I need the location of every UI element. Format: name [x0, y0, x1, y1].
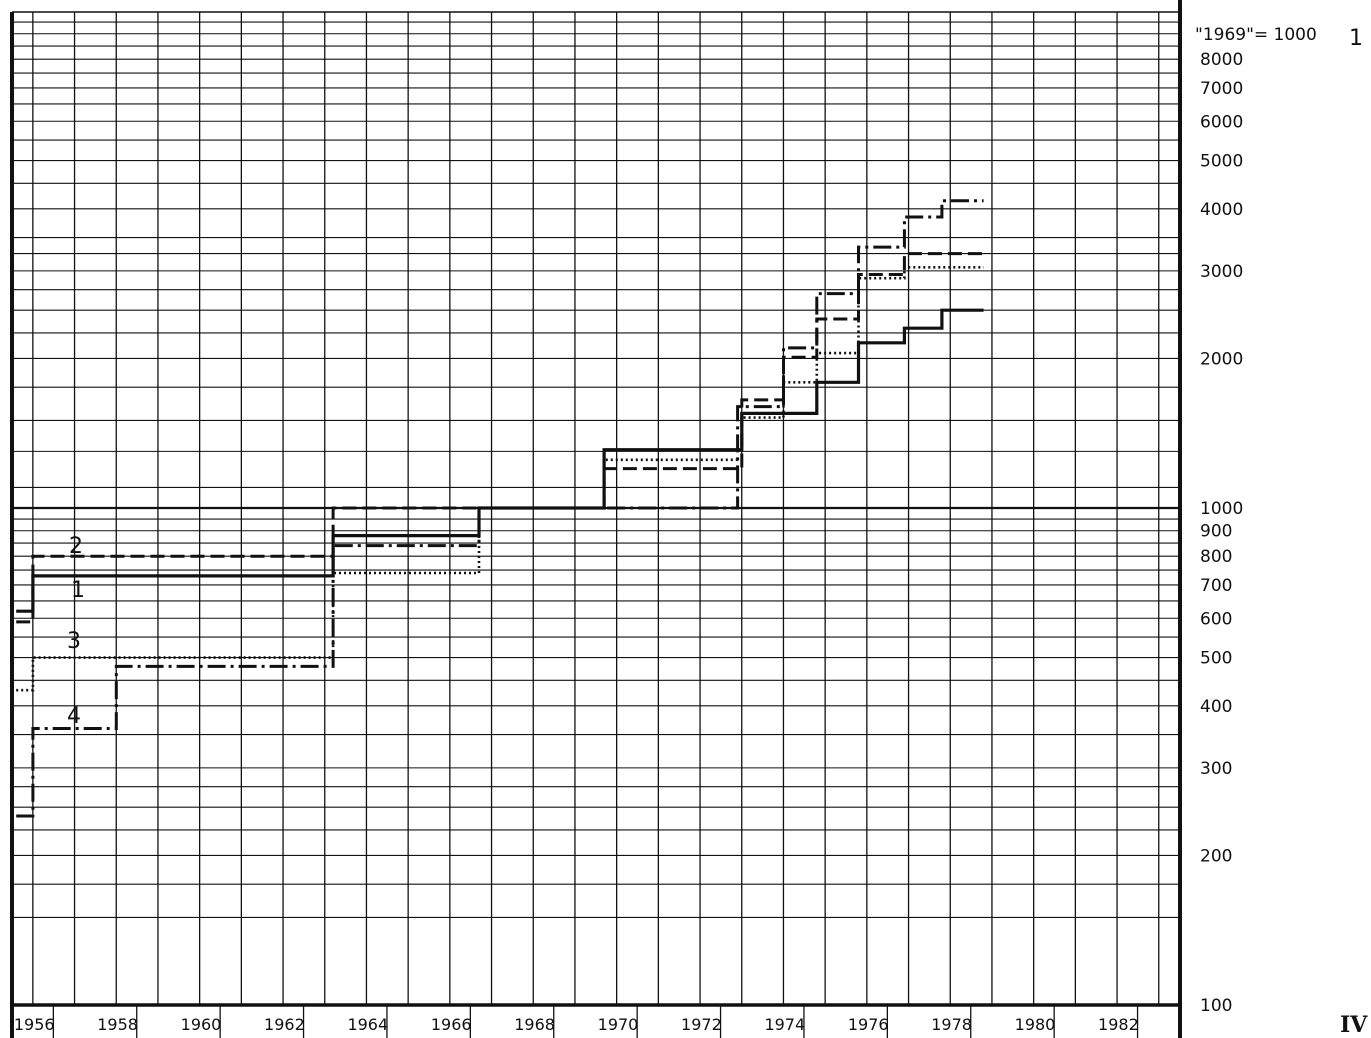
y-tick-label: 100 — [1200, 996, 1232, 1016]
x-tick-label: 1966 — [431, 1015, 472, 1034]
x-tick-label: 1960 — [181, 1015, 222, 1034]
series-label-4: 4 — [67, 704, 81, 729]
series-label-3: 3 — [67, 629, 81, 654]
y-tick-label: 500 — [1200, 649, 1232, 669]
y-tick-label: 300 — [1200, 759, 1232, 779]
x-tick-label: 1978 — [931, 1015, 972, 1034]
x-tick-label: 1974 — [764, 1015, 805, 1034]
y-tick-label: 200 — [1200, 846, 1232, 866]
x-tick-label: 1956 — [14, 1015, 55, 1034]
x-tick-label: 1982 — [1098, 1015, 1139, 1034]
x-tick-label: 1968 — [514, 1015, 555, 1034]
x-tick-label: 1958 — [97, 1015, 138, 1034]
x-tick-label: 1972 — [681, 1015, 722, 1034]
series-label-1: 1 — [71, 578, 85, 603]
y-tick-label: 400 — [1200, 697, 1232, 717]
y-tick-label: 3000 — [1200, 262, 1243, 282]
series-line-2 — [16, 252, 984, 624]
y-tick-label: 7000 — [1200, 79, 1243, 99]
x-tick-label: 1962 — [264, 1015, 305, 1034]
y-tick-label: 8000 — [1200, 50, 1243, 70]
y-tick-label: 1000 — [1200, 499, 1243, 519]
y-tick-label: 700 — [1200, 576, 1232, 596]
x-tick-label: 1964 — [347, 1015, 388, 1034]
x-tick-labels: 1956 1958 1960 1962 1964 1966 1968 1970 1972 1974… — [14, 1005, 1139, 1038]
y-tick-label: 800 — [1200, 547, 1232, 567]
y-tick-label: 2000 — [1200, 349, 1243, 369]
series-line-4 — [16, 199, 984, 818]
y-tick-label: 6000 — [1200, 112, 1243, 132]
y-tick-label: 600 — [1200, 609, 1232, 629]
series-labels: 2 1 3 4 — [67, 534, 85, 729]
plot-frame — [10, 0, 1182, 1038]
y-tick-labels: 8000 7000 6000 5000 4000 3000 2000 1000 900 800 70… — [1200, 50, 1243, 1016]
x-tick-label: 1976 — [848, 1015, 889, 1034]
x-tick-label: 1980 — [1015, 1015, 1056, 1034]
panel-label: IV — [1340, 1012, 1368, 1038]
series-label-2: 2 — [69, 534, 83, 559]
scale-note: "1969"= 1000 — [1195, 25, 1317, 45]
y-tick-label: 900 — [1200, 522, 1232, 542]
series-group — [16, 199, 984, 818]
figure-number: 1 — [1349, 26, 1363, 51]
y-tick-label: 4000 — [1200, 200, 1243, 220]
y-tick-label: 5000 — [1200, 152, 1243, 172]
x-tick-label: 1970 — [598, 1015, 639, 1034]
